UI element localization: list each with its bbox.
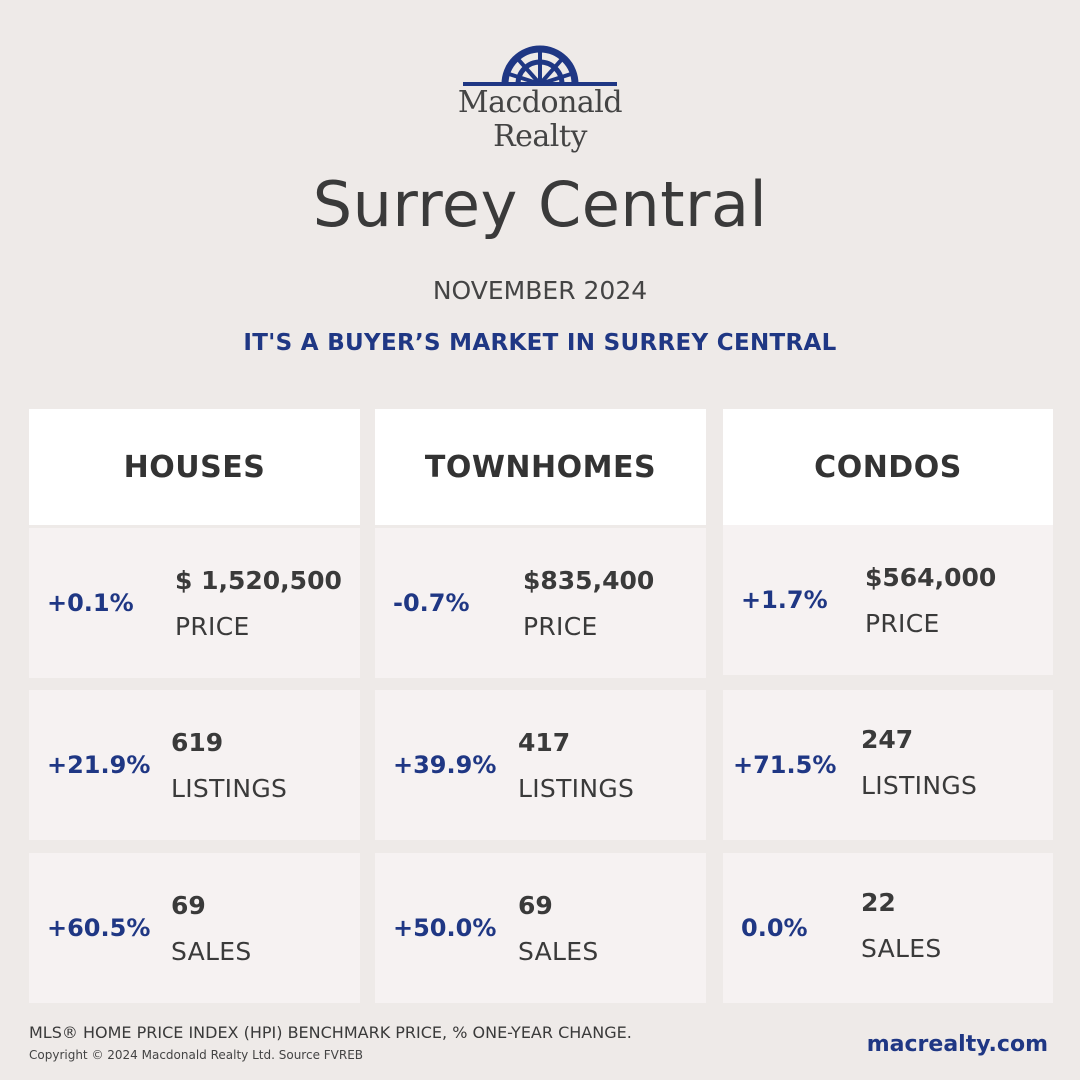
column-condos: CONDOS +1.7% $564,000 PRICE +71.5% 247 L… [723,409,1053,1003]
sales-value: 69 [171,891,206,920]
listings-label: LISTINGS [518,774,635,803]
sales-label: SALES [518,937,599,966]
price-card: -0.7% $835,400 PRICE [375,528,706,678]
column-header: CONDOS [723,409,1053,525]
listings-label: LISTINGS [861,771,978,800]
price-change: +1.7% [741,586,828,614]
sales-card: +50.0% 69 SALES [375,853,706,1003]
sales-value: 69 [518,891,553,920]
price-label: PRICE [523,612,598,641]
listings-change: +21.9% [47,751,151,779]
report-month: NOVEMBER 2024 [432,276,648,305]
listings-change: +71.5% [733,751,837,779]
price-value: $835,400 [523,566,655,595]
price-label: PRICE [175,612,250,641]
website-link[interactable]: macrealty.com [866,1032,1048,1057]
brand-name-line1: Macdonald [457,85,623,120]
sales-label: SALES [861,934,942,963]
listings-value: 619 [171,728,224,757]
listings-card: +21.9% 619 LISTINGS [29,690,360,840]
column-header: HOUSES [29,409,360,525]
sunburst-logo-icon [463,45,617,86]
price-value: $ 1,520,500 [175,566,342,595]
hpi-footnote: MLS® HOME PRICE INDEX (HPI) BENCHMARK PR… [29,1023,632,1042]
copyright-text: Copyright © 2024 Macdonald Realty Ltd. S… [29,1048,364,1062]
sales-change: +60.5% [47,914,151,942]
price-change: +0.1% [47,589,134,617]
price-card: +0.1% $ 1,520,500 PRICE [29,528,360,678]
brand-logo: Macdonald Realty [0,38,1080,154]
listings-change: +39.9% [393,751,497,779]
price-card: +1.7% $564,000 PRICE [723,525,1053,675]
column-townhomes: TOWNHOMES -0.7% $835,400 PRICE +39.9% 41… [375,409,706,1003]
listings-card: +71.5% 247 LISTINGS [723,690,1053,840]
sales-value: 22 [861,888,896,917]
price-label: PRICE [865,609,940,638]
listings-label: LISTINGS [171,774,288,803]
sales-change: +50.0% [393,914,497,942]
listings-card: +39.9% 417 LISTINGS [375,690,706,840]
listings-value: 417 [518,728,571,757]
page-title: Surrey Central [312,168,768,241]
sales-card: +60.5% 69 SALES [29,853,360,1003]
listings-value: 247 [861,725,914,754]
brand-name-line2: Realty [493,119,587,154]
sales-card: 0.0% 22 SALES [723,853,1053,1003]
column-houses: HOUSES +0.1% $ 1,520,500 PRICE +21.9% 61… [29,409,360,1003]
price-change: -0.7% [393,589,470,617]
market-tagline: IT'S A BUYER’S MARKET IN SURREY CENTRAL [243,330,837,356]
sales-change: 0.0% [741,914,808,942]
column-header: TOWNHOMES [375,409,706,525]
sales-label: SALES [171,937,252,966]
price-value: $564,000 [865,563,997,592]
